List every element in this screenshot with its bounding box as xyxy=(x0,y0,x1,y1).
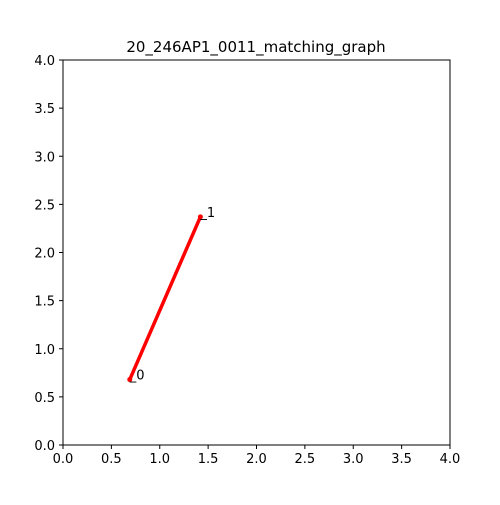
chart-title: 20_246AP1_0011_matching_graph xyxy=(126,38,385,57)
node-label: _1 xyxy=(199,206,215,221)
y-tick-label: 0.5 xyxy=(34,391,55,406)
y-tick-label: 4.0 xyxy=(34,54,55,69)
plot-area: 0.0 0.5 1.0 1.5 2.0 2.5 3.0 3.5 4.0 0.0 0.5 1.0 1.5 2… xyxy=(34,54,460,467)
edge-line xyxy=(128,215,203,382)
x-tick-label: 2.5 xyxy=(295,452,316,467)
node-label: _0 xyxy=(129,369,145,384)
x-tick-label: 3.5 xyxy=(391,452,412,467)
x-tick-label: 3.0 xyxy=(343,452,364,467)
node-point xyxy=(197,214,203,220)
y-tick-label: 2.0 xyxy=(34,247,55,262)
x-tick-label: 4.0 xyxy=(440,452,461,467)
y-tick-label: 2.5 xyxy=(34,198,55,213)
y-tick-label: 3.5 xyxy=(34,102,55,117)
y-tick-label: 3.0 xyxy=(34,150,55,165)
y-tick-label: 1.5 xyxy=(34,295,55,310)
x-tick-label: 2.0 xyxy=(246,452,267,467)
y-tick-label: 1.0 xyxy=(34,343,55,358)
x-tick-label: 1.5 xyxy=(198,452,219,467)
x-tick-label: 1.0 xyxy=(149,452,170,467)
x-tick-label: 0.5 xyxy=(101,452,122,467)
node-point xyxy=(127,377,133,383)
x-tick-label: 0.0 xyxy=(53,452,74,467)
y-tick-label: 0.0 xyxy=(34,439,55,454)
